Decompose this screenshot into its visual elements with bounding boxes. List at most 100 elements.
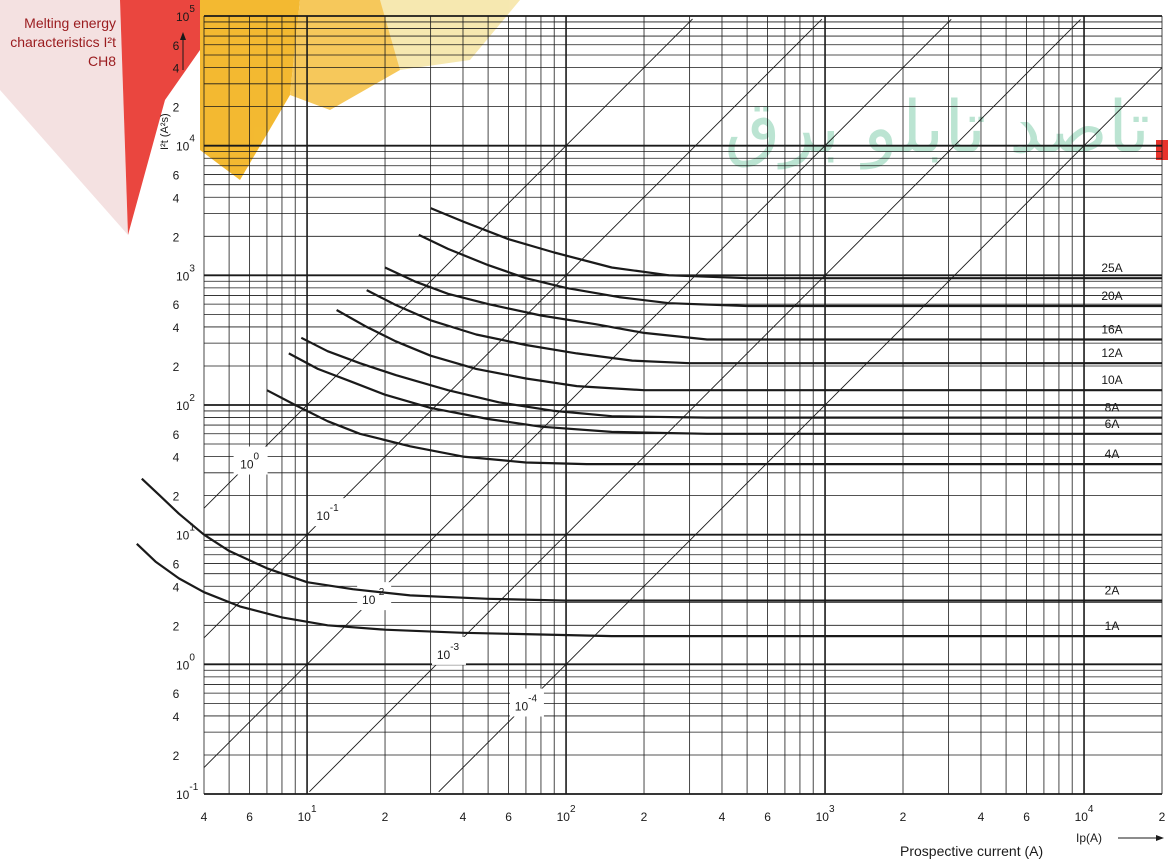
y-minor-label-7: 4 xyxy=(173,451,180,465)
x-axis-arrow-head xyxy=(1156,835,1164,841)
x-axis-title: Prospective current (A) xyxy=(900,843,1043,859)
y-major-label-4-text: 103 xyxy=(176,263,195,283)
x-minor-label-6: 4 xyxy=(719,810,726,824)
y-major-label-2: 101 xyxy=(176,523,195,543)
x-major-label-2-text: 103 xyxy=(816,804,835,824)
series-label-4A: 4A xyxy=(1105,447,1120,461)
diagonal-label-3-text: 10-3 xyxy=(437,642,460,662)
x-major-label-0: 101 xyxy=(298,804,317,824)
series-label-16A: 16A xyxy=(1101,322,1122,336)
diagonal-line xyxy=(203,18,693,509)
y-major-label-3-text: 102 xyxy=(176,393,195,413)
x-minor-label-5: 2 xyxy=(641,810,648,824)
diagonal-label-3-bg xyxy=(431,636,466,665)
diagonal-label-1-text: 10-1 xyxy=(316,503,339,523)
diagonal-label-0: 100 xyxy=(233,446,268,475)
diagonal-label-4: 10-4 xyxy=(509,688,544,717)
y-major-label-5: 104 xyxy=(176,134,195,154)
y-minor-label-17: 6 xyxy=(173,39,180,53)
y-axis-title: I²t (A²s) xyxy=(159,113,171,150)
series-label-2A: 2A xyxy=(1105,584,1120,598)
y-minor-label-15: 2 xyxy=(173,101,180,115)
series-label-1A: 1A xyxy=(1105,619,1120,633)
series-line-6A xyxy=(288,352,1162,435)
series-line-25A xyxy=(430,207,1162,280)
series-line-20A xyxy=(418,233,1162,308)
x-minor-label-2: 2 xyxy=(382,810,389,824)
y-minor-label-10: 4 xyxy=(173,321,180,335)
y-minor-label-3: 2 xyxy=(173,619,180,633)
y-minor-label-12: 2 xyxy=(173,230,180,244)
y-minor-label-11: 6 xyxy=(173,298,180,312)
series-label-12A: 12A xyxy=(1101,346,1122,360)
y-major-label-0: 10-1 xyxy=(176,782,199,802)
diagonal-line xyxy=(203,18,952,768)
y-major-label-0-text: 10-1 xyxy=(176,782,199,802)
y-minor-label-1: 4 xyxy=(173,710,180,724)
x-axis-unit: Ip(A) xyxy=(1076,831,1102,845)
x-major-label-3-text: 104 xyxy=(1075,804,1094,824)
x-major-label-3: 104 xyxy=(1075,804,1094,824)
series-line-2A xyxy=(141,477,1162,602)
y-axis-arrow-head xyxy=(180,32,186,40)
x-minor-label-4: 6 xyxy=(505,810,512,824)
series-label-8A: 8A xyxy=(1105,401,1120,415)
series-line-8A xyxy=(300,336,1162,419)
y-minor-label-5: 6 xyxy=(173,557,180,571)
y-minor-label-2: 6 xyxy=(173,687,180,701)
y-major-label-3: 102 xyxy=(176,393,195,413)
x-minor-label-0: 4 xyxy=(201,810,208,824)
x-minor-label-1: 6 xyxy=(246,810,253,824)
y-major-label-4: 103 xyxy=(176,263,195,283)
y-major-label-1-text: 100 xyxy=(176,652,195,672)
y-major-label-2-text: 101 xyxy=(176,523,195,543)
series-label-10A: 10A xyxy=(1101,373,1122,387)
x-major-label-1: 102 xyxy=(557,804,576,824)
diagonal-label-1-bg xyxy=(311,498,346,527)
x-minor-label-9: 4 xyxy=(978,810,985,824)
y-minor-label-0: 2 xyxy=(173,749,180,763)
x-minor-label-7: 6 xyxy=(764,810,771,824)
x-minor-label-3: 4 xyxy=(460,810,467,824)
series-line-12A xyxy=(366,289,1162,365)
diagonal-line xyxy=(203,18,823,639)
diagonal-label-4-text: 10-4 xyxy=(515,694,538,714)
y-minor-label-8: 6 xyxy=(173,428,180,442)
y-minor-label-4: 4 xyxy=(173,580,180,594)
series-label-6A: 6A xyxy=(1105,417,1120,431)
y-major-label-6-text: 105 xyxy=(176,4,195,24)
x-minor-label-10: 6 xyxy=(1023,810,1030,824)
x-major-label-0-text: 101 xyxy=(298,804,317,824)
y-major-label-5-text: 104 xyxy=(176,134,195,154)
series-line-10A xyxy=(336,309,1162,392)
diagonal-label-0-text: 100 xyxy=(240,452,259,472)
y-minor-label-6: 2 xyxy=(173,490,180,504)
series-line-1A xyxy=(136,543,1162,638)
title-line-3: CH8 xyxy=(87,53,116,69)
y-major-label-6: 105 xyxy=(176,4,195,24)
y-major-label-1: 100 xyxy=(176,652,195,672)
watermark-text: تاصد تابلو برق xyxy=(725,85,1150,170)
y-minor-label-14: 6 xyxy=(173,168,180,182)
series-line-4A xyxy=(266,389,1162,466)
series-label-25A: 25A xyxy=(1101,261,1122,275)
diagonal-label-3: 10-3 xyxy=(431,636,466,665)
diagonal-label-4-bg xyxy=(509,688,544,717)
x-major-label-2: 103 xyxy=(816,804,835,824)
title-line-2: characteristics I²t xyxy=(10,34,116,50)
diagonal-label-2-bg xyxy=(357,582,392,611)
x-minor-label-8: 2 xyxy=(900,810,907,824)
x-minor-label-11: 2 xyxy=(1159,810,1166,824)
series-line-16A xyxy=(384,266,1162,341)
series-label-20A: 20A xyxy=(1101,289,1122,303)
diagonal-label-1: 10-1 xyxy=(311,498,346,527)
diagonal-label-0-bg xyxy=(233,446,268,475)
diagonal-label-2: 10-2 xyxy=(357,582,392,611)
x-major-label-1-text: 102 xyxy=(557,804,576,824)
title-line-1: Melting energy xyxy=(24,15,116,31)
y-minor-label-16: 4 xyxy=(173,62,180,76)
y-minor-label-9: 2 xyxy=(173,360,180,374)
y-minor-label-13: 4 xyxy=(173,191,180,205)
diagonal-line xyxy=(438,67,1163,793)
